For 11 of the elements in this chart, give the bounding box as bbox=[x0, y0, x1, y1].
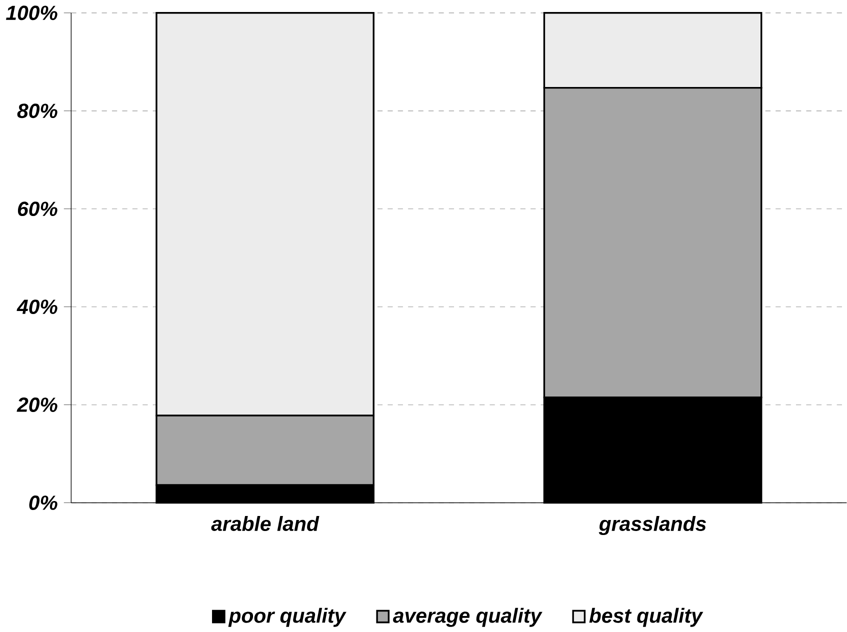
y-tick-label: 0% bbox=[29, 496, 58, 510]
y-tick-label: 40% bbox=[16, 300, 58, 314]
y-tick-label: 20% bbox=[16, 398, 58, 412]
y-tick-label: 80% bbox=[17, 104, 58, 118]
y-tick-label: 60% bbox=[18, 202, 58, 216]
legend-label: poor quality bbox=[228, 608, 346, 627]
legend-label: best quality bbox=[589, 608, 704, 627]
y-tick-label: 100% bbox=[6, 6, 58, 20]
x-tick-label: arable land bbox=[211, 516, 320, 532]
legend-label: average quality bbox=[393, 608, 542, 627]
x-tick-label: grasslands bbox=[598, 516, 706, 536]
